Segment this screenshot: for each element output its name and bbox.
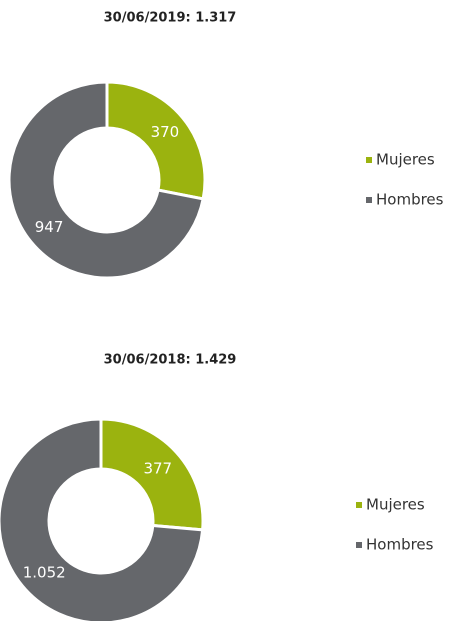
data-label: 370 [151, 123, 180, 141]
legend-label: Mujeres [376, 151, 435, 169]
legend-swatch [366, 157, 372, 163]
data-label: 947 [35, 218, 64, 236]
donut-slice [0, 417, 205, 621]
legend-swatch [366, 197, 372, 203]
legend-label: Hombres [376, 191, 444, 209]
donut-slice [99, 417, 205, 532]
donut-slice [105, 80, 207, 201]
chart-title: 30/06/2018: 1.429 [104, 353, 237, 368]
legend-swatch [356, 542, 362, 548]
data-label: 377 [143, 459, 172, 477]
data-label: 1.052 [23, 564, 66, 582]
legend-swatch [356, 502, 362, 508]
legend-label: Mujeres [366, 496, 425, 514]
chart-title: 30/06/2019: 1.317 [104, 11, 237, 26]
donut-slice [7, 80, 205, 280]
legend-label: Hombres [366, 536, 434, 554]
